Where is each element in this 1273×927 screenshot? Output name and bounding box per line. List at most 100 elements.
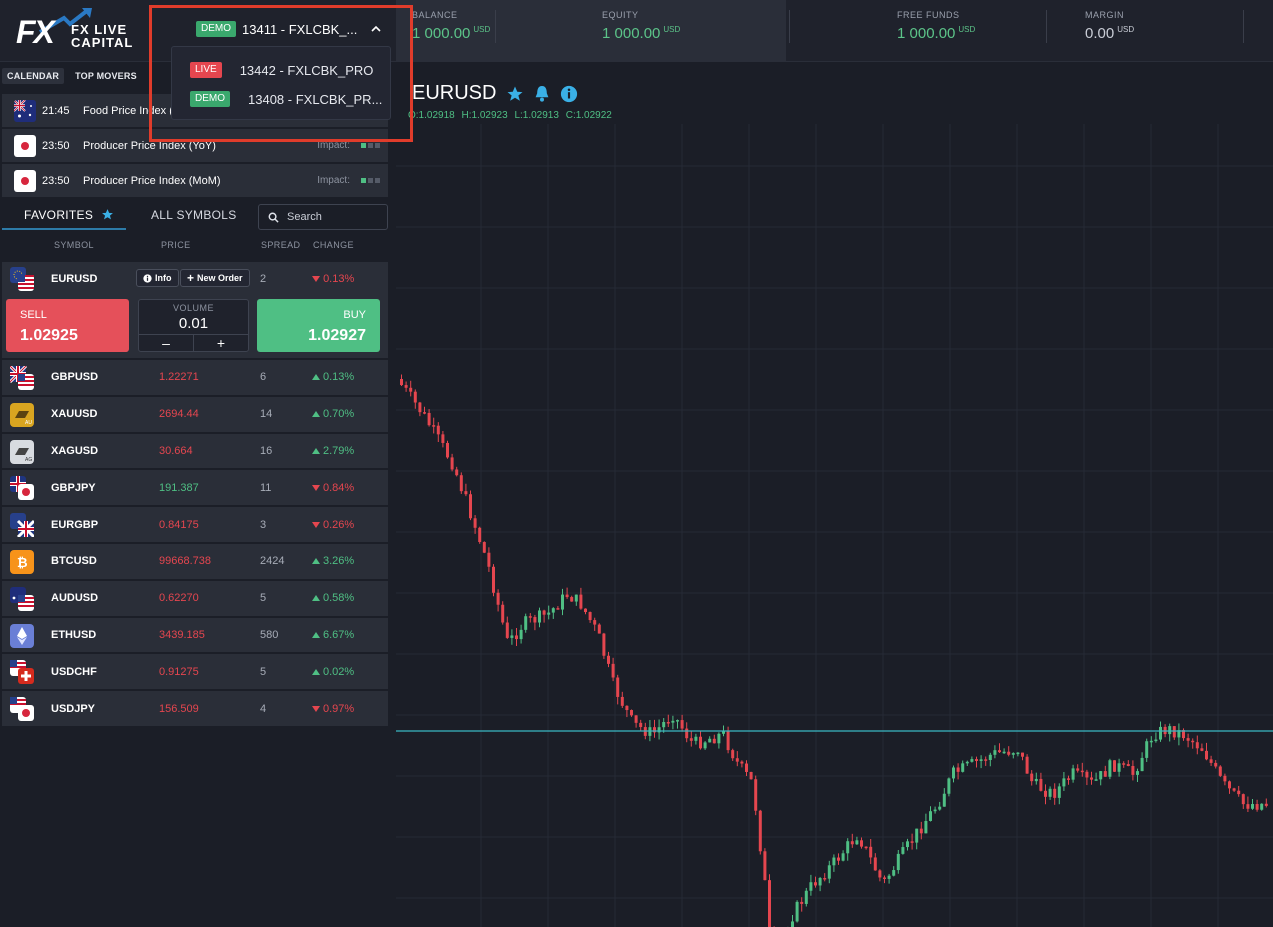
candle-body xyxy=(952,767,955,779)
symbol-price: 0.62270 xyxy=(159,592,199,605)
candle-body xyxy=(1053,788,1057,798)
eu-us-flag-icon xyxy=(10,267,34,291)
candle-body xyxy=(574,594,578,602)
table-row[interactable]: AUDUSD 0.62270 5 0.58% xyxy=(2,580,388,616)
candle-body xyxy=(1039,778,1043,791)
list-item[interactable]: 23:50 Producer Price Index (MoM) Impact: xyxy=(2,164,388,197)
search-box[interactable] xyxy=(258,204,388,230)
candle-body xyxy=(565,594,569,598)
candle-body xyxy=(579,594,583,609)
symbol-price: 1.22271 xyxy=(159,371,199,384)
volume-label: VOLUME xyxy=(172,303,214,313)
chart-header: EURUSD xyxy=(412,82,578,105)
candle-body xyxy=(492,566,495,593)
table-row[interactable]: EURGBP 0.84175 3 0.26% xyxy=(2,507,388,542)
candle-body xyxy=(938,806,942,810)
table-row[interactable]: GBPUSD 1.22271 6 0.13% xyxy=(2,360,388,395)
candle-body xyxy=(1113,760,1116,772)
logo[interactable]: FX FX LIVE CAPITAL xyxy=(14,8,140,54)
table-row[interactable]: GBPJPY 191.387 11 0.84% xyxy=(2,470,388,506)
info-button[interactable]: Info xyxy=(136,269,179,287)
candle-body xyxy=(1044,790,1047,797)
candlestick-chart[interactable] xyxy=(396,124,1273,927)
margin-value: 0.00 USD xyxy=(1085,25,1135,42)
candle-body xyxy=(556,608,560,610)
selected-symbol-row[interactable]: EURUSD Info + New Order 2 0.13% SELL 1.0… xyxy=(2,262,388,358)
table-row[interactable]: USDCHF 0.91275 5 0.02% xyxy=(2,654,388,690)
symbol-name: USDCHF xyxy=(51,665,97,678)
symbol-name: XAUUSD xyxy=(51,408,98,421)
candle-body xyxy=(616,677,620,697)
symbol-spread: 6 xyxy=(260,371,267,384)
down-arrow-icon xyxy=(312,521,320,528)
favorite-star-icon[interactable] xyxy=(506,85,524,103)
table-row[interactable]: AG XAGUSD 30.664 16 2.79% xyxy=(2,433,388,469)
candle-body xyxy=(846,841,850,854)
free-funds-value: 1 000.00 USD xyxy=(897,25,976,42)
candle-body xyxy=(455,469,459,476)
table-row[interactable]: ETHUSD 3439.185 580 6.67% xyxy=(2,617,388,653)
tab-calendar[interactable]: CALENDAR xyxy=(2,68,65,84)
table-row[interactable]: AU XAUUSD 2694.44 14 0.70% xyxy=(2,396,388,432)
symbol-change: 0.84% xyxy=(312,482,354,494)
usdjpy-flag-icon xyxy=(10,697,34,722)
sell-label: SELL xyxy=(20,309,47,321)
table-row[interactable]: USDJPY 156.509 4 0.97% xyxy=(2,691,388,726)
bell-icon[interactable] xyxy=(534,85,550,103)
candle-body xyxy=(703,742,707,749)
svg-text:AU: AU xyxy=(25,420,32,426)
volume-stepper[interactable]: VOLUME 0.01 – + xyxy=(138,299,249,352)
candle-body xyxy=(887,875,891,879)
tab-all-symbols[interactable]: ALL SYMBOLS xyxy=(151,208,237,222)
volume-increase-button[interactable]: + xyxy=(216,335,226,351)
col-change: CHANGE xyxy=(313,240,354,250)
table-row[interactable]: ₿ BTCUSD 99668.738 2424 3.26% xyxy=(2,543,388,579)
candle-body xyxy=(620,696,624,706)
volume-value[interactable]: 0.01 xyxy=(178,315,209,332)
balance-value: 1 000.00 USD xyxy=(412,25,491,42)
tab-top-movers[interactable]: TOP MOVERS xyxy=(75,71,137,81)
candle-body xyxy=(956,767,960,772)
candle-body xyxy=(482,542,486,553)
account-option-live[interactable]: LIVE 13442 - FXLCBK_PRO xyxy=(190,60,373,80)
candle-body xyxy=(1136,771,1139,775)
col-symbol: SYMBOL xyxy=(54,240,94,250)
candle-body xyxy=(464,491,468,495)
candle-body xyxy=(993,750,997,755)
candle-body xyxy=(671,720,675,723)
info-circle-icon[interactable] xyxy=(560,85,578,103)
eurgbp-flag-icon xyxy=(10,513,34,538)
candle-body xyxy=(1007,751,1011,755)
logo-text-top: FX LIVE xyxy=(71,22,128,37)
symbol-price: 0.91275 xyxy=(159,665,199,678)
candle-body xyxy=(423,412,426,414)
candle-body xyxy=(547,612,551,615)
symbol-name: EURGBP xyxy=(51,518,99,531)
list-item[interactable]: 23:50 Producer Price Index (YoY) Impact: xyxy=(2,129,388,162)
candle-body xyxy=(588,612,592,621)
candle-body xyxy=(1186,738,1190,741)
up-arrow-icon xyxy=(312,668,320,675)
candle-body xyxy=(1062,778,1066,787)
account-selector-label: 13411 - FXLCBK_... xyxy=(242,21,358,37)
candle-body xyxy=(694,736,698,741)
tab-favorites[interactable]: FAVORITES xyxy=(24,208,114,222)
candle-body xyxy=(685,728,689,739)
buy-button[interactable]: BUY 1.02927 xyxy=(257,299,380,352)
volume-decrease-button[interactable]: – xyxy=(139,335,194,352)
candle-body xyxy=(749,771,753,780)
candle-body xyxy=(754,779,758,811)
ethusd-flag-icon xyxy=(10,623,34,648)
candle-body xyxy=(1080,770,1084,773)
stat-divider xyxy=(495,10,496,43)
chevron-up-icon[interactable] xyxy=(371,24,381,35)
new-order-button[interactable]: + New Order xyxy=(180,269,250,287)
search-input[interactable] xyxy=(287,211,377,223)
au-flag-icon xyxy=(14,99,36,122)
candle-body xyxy=(924,820,928,834)
candle-body xyxy=(915,828,919,843)
account-option-demo[interactable]: DEMO 13408 - FXLCBK_PR... xyxy=(190,89,382,109)
buy-price: 1.02927 xyxy=(308,327,366,344)
account-selector[interactable]: DEMO 13411 - FXLCBK_... xyxy=(196,18,381,40)
sell-button[interactable]: SELL 1.02925 xyxy=(6,299,129,352)
